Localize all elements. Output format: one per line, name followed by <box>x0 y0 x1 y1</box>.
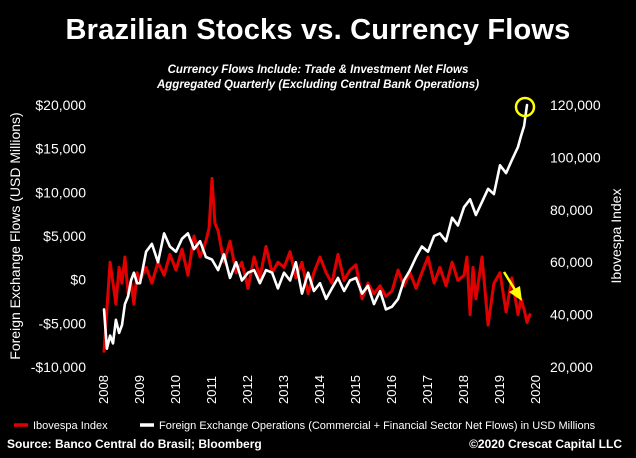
x-axis-tick-label: 2009 <box>132 375 147 404</box>
x-axis-tick-label: 2017 <box>420 375 435 404</box>
x-axis-tick-label: 2014 <box>312 375 327 404</box>
legend-label-fx-flows: Foreign Exchange Operations (Commercial … <box>159 420 596 432</box>
x-axis-tick-label: 2013 <box>276 375 291 404</box>
left-axis-title: Foreign Exchange Flows (USD Millions) <box>7 112 23 359</box>
right-axis-tick-label: 100,000 <box>550 149 601 165</box>
x-axis-tick-label: 2019 <box>492 375 507 404</box>
chart-title: Brazilian Stocks vs. Currency Flows <box>65 14 571 46</box>
right-axis-title: Ibovespa Index <box>608 189 624 284</box>
left-axis-tick-label: $0 <box>70 272 86 288</box>
left-axis-tick-label: $5,000 <box>43 228 86 244</box>
x-axis-tick-label: 2016 <box>384 375 399 404</box>
x-axis-tick-label: 2008 <box>96 375 111 404</box>
fx-flows-series-line <box>102 103 529 351</box>
left-axis-tick-label: $15,000 <box>35 141 86 157</box>
ibovespa-series-line <box>102 176 532 353</box>
chart-subtitle-line-2: Aggregated Quarterly (Excluding Central … <box>156 79 480 91</box>
left-axis-tick-label: -$10,000 <box>31 359 86 375</box>
legend-label-ibovespa: Ibovespa Index <box>33 420 108 432</box>
x-axis-tick-label: 2011 <box>204 376 219 404</box>
left-axis-tick-label: $20,000 <box>35 97 86 113</box>
right-axis-tick-label: 120,000 <box>550 97 601 113</box>
left-axis-tick-label: $10,000 <box>35 184 86 200</box>
right-axis-tick-label: 60,000 <box>550 254 593 270</box>
x-axis-tick-label: 2020 <box>528 375 543 404</box>
highlight-circle-annotation <box>514 96 536 118</box>
left-axis-tick-label: -$5,000 <box>39 315 87 331</box>
x-axis-tick-label: 2010 <box>168 375 183 404</box>
right-axis-tick-label: 40,000 <box>550 307 593 323</box>
x-axis-tick-label: 2015 <box>348 375 363 404</box>
right-axis-tick-label: 20,000 <box>550 359 593 375</box>
x-axis-tick-label: 2018 <box>456 375 471 404</box>
right-axis-tick-label: 80,000 <box>550 202 593 218</box>
arrow-annotation-head <box>509 286 522 301</box>
chart-subtitle-line-1: Currency Flows Include: Trade & Investme… <box>167 64 469 76</box>
copyright-note: ©2020 Crescat Capital LLC <box>469 437 622 451</box>
source-note: Source: Banco Central do Brasil; Bloombe… <box>7 437 262 451</box>
x-axis-tick-label: 2012 <box>240 375 255 404</box>
